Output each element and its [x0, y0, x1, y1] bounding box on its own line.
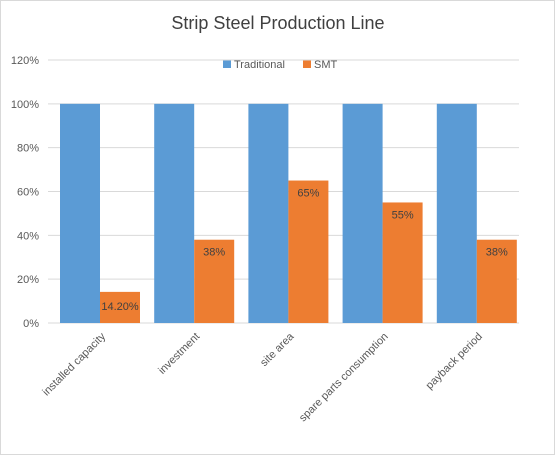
y-tick-label: 80%	[17, 143, 39, 155]
x-tick-label: spare parts consumption	[297, 331, 391, 425]
bar-smt	[194, 239, 235, 323]
data-label: 38%	[486, 247, 508, 259]
bar-smt	[100, 291, 140, 323]
legend: Traditional SMT	[223, 59, 338, 71]
x-tick-label: site area	[258, 330, 297, 369]
bars	[60, 103, 517, 323]
y-axis-ticks: 0% 20% 40% 60% 80% 100% 120%	[11, 55, 39, 330]
legend-swatch-smt	[303, 60, 311, 68]
bar-smt	[476, 239, 517, 323]
chart-title: Strip Steel Production Line	[171, 13, 384, 33]
bar-traditional	[154, 103, 195, 323]
bar-traditional	[342, 103, 383, 323]
bar-traditional	[248, 103, 289, 323]
data-label: 38%	[203, 247, 225, 259]
data-label: 55%	[392, 209, 414, 221]
bar-smt	[382, 202, 423, 323]
x-axis-ticks: installed capacity investment site area spa…	[40, 330, 485, 424]
y-tick-label: 0%	[23, 318, 39, 330]
x-tick-label: investment	[156, 331, 202, 377]
y-tick-label: 120%	[11, 55, 39, 67]
data-label: 14.20%	[101, 301, 139, 313]
bar-traditional	[60, 103, 100, 323]
y-tick-label: 100%	[11, 99, 39, 111]
x-tick-label: installed capacity	[40, 330, 108, 398]
legend-label-smt: SMT	[314, 59, 338, 71]
legend-label-traditional: Traditional	[234, 59, 285, 71]
legend-swatch-traditional	[223, 60, 231, 68]
data-labels: 14.20% 38% 65% 55% 38%	[101, 188, 508, 313]
bar-traditional	[436, 103, 477, 323]
bar-smt	[288, 180, 329, 323]
y-tick-label: 40%	[17, 230, 39, 242]
y-tick-label: 60%	[17, 187, 39, 199]
data-label: 65%	[297, 188, 319, 200]
x-tick-label: payback period	[424, 331, 485, 392]
y-tick-label: 20%	[17, 274, 39, 286]
